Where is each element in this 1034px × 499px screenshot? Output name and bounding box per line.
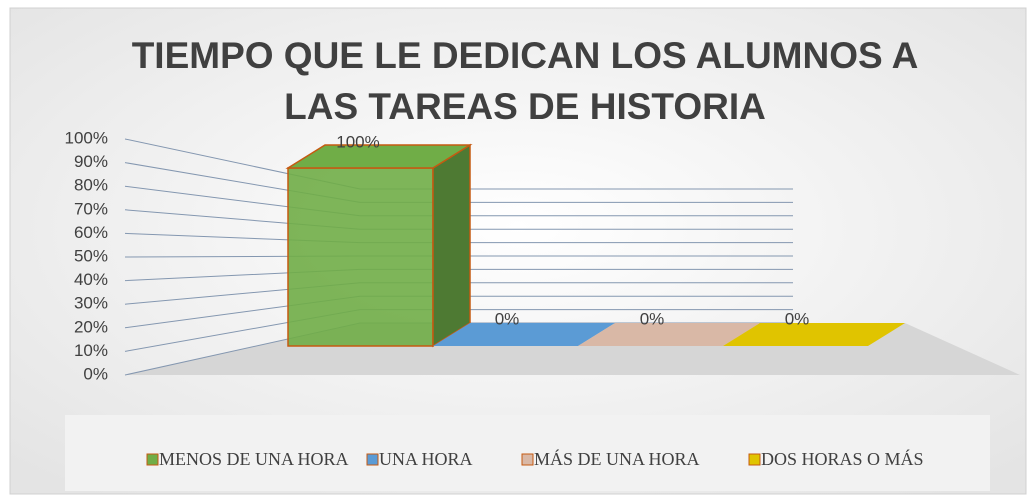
y-tick-label: 30% [74,294,108,313]
y-tick-label: 40% [74,270,108,289]
value-label: 0% [495,309,520,328]
bar-face [723,323,905,346]
value-label: 0% [785,309,810,328]
y-tick-label: 60% [74,223,108,242]
bar [723,323,905,346]
bar [433,323,615,346]
legend-swatch [366,453,379,466]
bar [285,143,473,348]
value-label: 0% [640,309,665,328]
y-tick-label: 50% [74,246,108,265]
bar [578,323,760,346]
legend-label: MENOS DE UNA HORA [159,449,349,469]
chart-title: TIEMPO QUE LE DEDICAN LOS ALUMNOS A [132,35,919,76]
y-tick-label: 70% [74,199,108,218]
bar-face [285,144,473,169]
bar-face [433,323,615,346]
bar-face [578,323,760,346]
bar-face [432,143,471,348]
chart-area [9,7,1027,495]
y-tick-label: 20% [74,317,108,336]
y-tick-label: 0% [83,364,108,383]
legend-swatch [521,453,534,466]
legend-swatch [748,453,761,466]
legend-label: MÁS DE UNA HORA [534,448,700,469]
y-tick-label: 80% [74,176,108,195]
bar-face [287,167,434,347]
legend-label: DOS HORAS O MÁS [761,448,924,469]
legend-box [65,415,990,491]
legend-swatch [146,453,159,466]
chart-title: LAS TAREAS DE HISTORIA [284,86,766,127]
y-tick-label: 100% [65,128,108,147]
y-tick-label: 10% [74,341,108,360]
legend-label: UNA HORA [379,449,473,469]
value-label: 100% [336,132,379,151]
y-tick-label: 90% [74,152,108,171]
